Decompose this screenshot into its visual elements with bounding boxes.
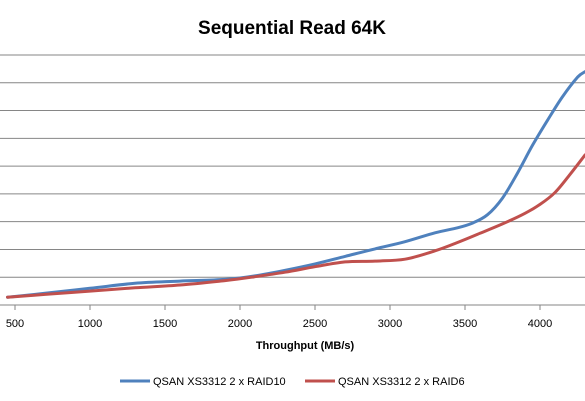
- legend: QSAN XS3312 2 x RAID10 QSAN XS3312 2 x RA…: [120, 376, 465, 388]
- legend-label: QSAN XS3312 2 x RAID10: [153, 376, 286, 388]
- x-tick-label: 3500: [453, 318, 477, 330]
- x-tick-label: 2500: [303, 318, 327, 330]
- chart-title: Sequential Read 64K: [198, 18, 386, 39]
- x-tick-labels: 500 1000 1500 2000 2500 3000 3500 4000: [6, 305, 552, 330]
- x-tick-label: 1000: [78, 318, 102, 330]
- legend-label: QSAN XS3312 2 x RAID6: [338, 376, 465, 388]
- x-tick-label: 3000: [378, 318, 402, 330]
- series-lines: [6, 70, 585, 299]
- gridlines: [0, 54, 585, 278]
- x-tick-label: 4000: [528, 318, 552, 330]
- series-line-raid6: [6, 153, 585, 299]
- x-tick-label: 500: [6, 318, 24, 330]
- x-tick-label: 1500: [153, 318, 177, 330]
- x-tick-label: 2000: [228, 318, 252, 330]
- x-axis-label: Throughput (MB/s): [256, 340, 355, 352]
- series-line-raid10: [6, 70, 585, 299]
